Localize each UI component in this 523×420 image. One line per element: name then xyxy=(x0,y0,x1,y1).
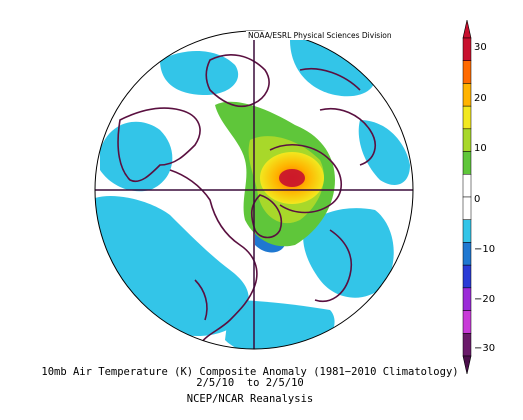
colorbar-segment xyxy=(462,333,472,357)
cold-anomaly-region xyxy=(303,208,394,298)
colorbar-label: 20 xyxy=(474,93,487,104)
credit-text: NOAA/ESRL Physical Sciences Division xyxy=(246,31,394,40)
colorbar-bottom-triangle xyxy=(462,355,472,374)
colorbar-segment xyxy=(462,174,472,198)
caption-title: 10mb Air Temperature (K) Composite Anoma… xyxy=(41,366,459,378)
colorbar-segment xyxy=(462,151,472,175)
colorbar-segment xyxy=(462,287,472,311)
colorbar-segment xyxy=(462,105,472,130)
colorbar-segment xyxy=(462,60,472,84)
colorbar-label: 0 xyxy=(474,194,481,205)
colorbar-segment xyxy=(462,242,472,266)
colorbar-top-triangle xyxy=(462,20,472,39)
colorbar-segment xyxy=(462,196,472,220)
colorbar-segment xyxy=(462,310,472,334)
colorbar-label: 10 xyxy=(474,143,487,154)
colorbar-segment xyxy=(462,219,472,243)
colorbar-segment xyxy=(462,37,472,61)
caption-dates: 2/5/10 to 2/5/10 xyxy=(196,377,304,389)
colorbar-label: −10 xyxy=(474,244,496,255)
colorbar-segment xyxy=(462,264,472,289)
colorbar-segment xyxy=(462,83,472,107)
caption-source: NCEP/NCAR Reanalysis xyxy=(186,393,314,405)
colorbar xyxy=(462,20,472,374)
cold-anomaly-region xyxy=(160,50,239,95)
colorbar-label: 30 xyxy=(474,42,487,53)
cold-anomaly-region xyxy=(358,120,410,185)
coastlines xyxy=(117,54,376,346)
colorbar-label: −30 xyxy=(474,343,496,354)
warm-anomaly-peak xyxy=(279,169,305,187)
colorbar-label: −20 xyxy=(474,294,496,305)
colorbar-segment xyxy=(462,128,472,152)
